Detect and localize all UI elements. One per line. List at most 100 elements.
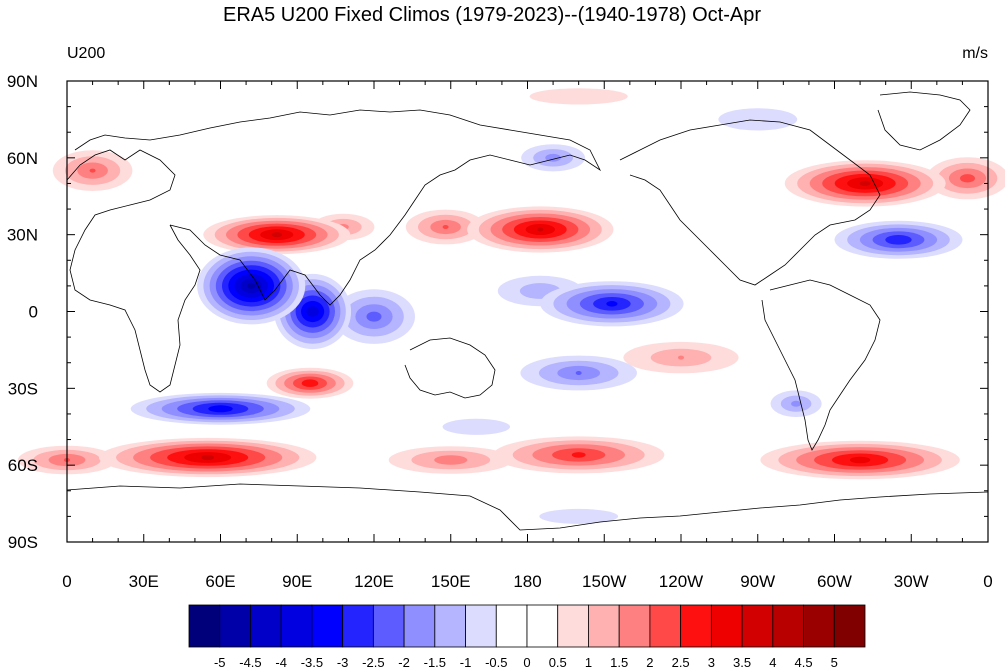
anomaly-shading bbox=[17, 88, 1005, 524]
anomaly-band bbox=[575, 371, 582, 375]
y-tick-label: 90N bbox=[7, 72, 38, 91]
x-tick-label: 60E bbox=[205, 572, 235, 591]
colorbar-swatch bbox=[311, 604, 344, 648]
colorbar-swatch bbox=[772, 604, 804, 648]
anomaly-band bbox=[442, 418, 510, 435]
coastline-south-america bbox=[761, 279, 881, 451]
colorbar-label: -1.5 bbox=[424, 655, 446, 670]
anomaly-band bbox=[366, 311, 382, 322]
colorbar-swatch bbox=[219, 604, 251, 648]
colorbar-label: -0.5 bbox=[485, 655, 507, 670]
colorbar-label: 4 bbox=[769, 655, 776, 670]
colorbar-label: 1.5 bbox=[610, 655, 628, 670]
anomaly-band bbox=[960, 174, 975, 183]
anomaly-band bbox=[201, 454, 215, 461]
colorbar-swatch bbox=[250, 604, 282, 648]
colorbar-label: 2 bbox=[646, 655, 653, 670]
colorbar-swatch bbox=[342, 604, 374, 648]
axis-ticks bbox=[66, 80, 989, 543]
plot-title: ERA5 U200 Fixed Climos (1979-2023)--(194… bbox=[223, 4, 761, 26]
anomaly-band bbox=[539, 508, 619, 524]
colorbar-label: 3 bbox=[708, 655, 715, 670]
coastline-africa-europe bbox=[66, 149, 201, 393]
colorbar-swatch bbox=[588, 604, 620, 648]
x-tick-label: 30W bbox=[894, 572, 929, 591]
anomaly-band bbox=[434, 455, 468, 465]
x-tick-label: 90E bbox=[282, 572, 312, 591]
anomaly-band bbox=[571, 452, 586, 458]
colorbar-swatch bbox=[495, 604, 528, 648]
colorbar-label: 0 bbox=[523, 655, 530, 670]
colorbar-swatch bbox=[741, 604, 774, 648]
anomaly-band bbox=[208, 405, 233, 413]
colorbar-swatch bbox=[710, 604, 743, 648]
colorbar-label: -1 bbox=[460, 655, 472, 670]
colorbar-label: 0.5 bbox=[549, 655, 567, 670]
x-tick-label: 120W bbox=[659, 572, 703, 591]
colorbar-swatch bbox=[465, 604, 497, 648]
colorbar-label: 4.5 bbox=[795, 655, 813, 670]
anomaly-band bbox=[606, 301, 618, 307]
coastlines bbox=[66, 91, 989, 531]
x-axis-labels: 0 30E 60E 90E 120E 150E 180 150W 120W 90W 60W 30W 0 bbox=[62, 572, 992, 591]
anomaly-band bbox=[545, 153, 561, 162]
anomaly-band bbox=[89, 168, 96, 173]
colorbar-swatch bbox=[803, 604, 835, 648]
x-tick-label: 150E bbox=[431, 572, 471, 591]
colorbar-label: 1 bbox=[585, 655, 592, 670]
y-tick-label: 90S bbox=[8, 533, 38, 552]
y-tick-label: 60S bbox=[8, 456, 38, 475]
colorbar-swatch bbox=[833, 604, 866, 648]
colorbar-label: 3.5 bbox=[733, 655, 751, 670]
anomaly-band bbox=[301, 379, 319, 388]
colorbar-swatch bbox=[557, 604, 589, 648]
anomaly-band bbox=[885, 235, 912, 245]
x-tick-label: 120E bbox=[354, 572, 394, 591]
map-panel: 0 30E 60E 90E 120E 150E 180 150W 120W 90W 60W 30W 0 … bbox=[7, 72, 1005, 591]
colorbar-label: -4.5 bbox=[239, 655, 261, 670]
colorbar-swatch bbox=[649, 604, 682, 648]
colorbar-label: -2 bbox=[398, 655, 410, 670]
anomaly-band bbox=[442, 225, 449, 229]
colorbar-label: -2.5 bbox=[362, 655, 384, 670]
anomaly-band bbox=[849, 456, 871, 464]
x-tick-label: 0 bbox=[62, 572, 71, 591]
y-tick-label: 0 bbox=[29, 303, 38, 322]
y-tick-label: 60N bbox=[7, 149, 38, 168]
y-axis-labels: 90N 60N 30N 0 30S 60S 90S bbox=[7, 72, 38, 552]
anomaly-band bbox=[529, 88, 628, 105]
x-tick-label: 90W bbox=[740, 572, 775, 591]
x-tick-label: 180 bbox=[513, 572, 541, 591]
colorbar-label: 2.5 bbox=[672, 655, 690, 670]
colorbar-swatch bbox=[280, 604, 313, 648]
colorbar-swatch bbox=[434, 604, 466, 648]
y-tick-label: 30N bbox=[7, 226, 38, 245]
colorbar-label: -3 bbox=[337, 655, 349, 670]
colorbar-swatch bbox=[188, 604, 221, 648]
colorbar-swatch bbox=[618, 604, 651, 648]
colorbar-swatch bbox=[680, 604, 712, 648]
colorbar-swatch bbox=[372, 604, 405, 648]
anomaly-band bbox=[718, 108, 798, 131]
colorbar-swatch bbox=[403, 604, 436, 648]
coastline-asia bbox=[74, 109, 602, 306]
y-tick-label: 30S bbox=[8, 379, 38, 398]
coastline-australia bbox=[404, 337, 496, 399]
x-tick-label: 60W bbox=[817, 572, 852, 591]
anomaly-band bbox=[791, 400, 802, 407]
coastline-north-america bbox=[619, 119, 881, 286]
colorbar: -5 -4.5 -4 -3.5 -3 -2.5 -2 -1.5 -1 -0.5 0 0.5 1 1.5 2 2… bbox=[188, 604, 866, 670]
coastline-greenland bbox=[877, 91, 971, 151]
colorbar-label: -4 bbox=[275, 655, 287, 670]
colorbar-swatch bbox=[526, 604, 559, 648]
anomaly-band bbox=[678, 355, 684, 360]
colorbar-label: -3.5 bbox=[301, 655, 323, 670]
x-tick-label: 0 bbox=[983, 572, 992, 591]
x-tick-label: 30E bbox=[129, 572, 159, 591]
anomaly-band bbox=[247, 283, 256, 289]
colorbar-label: 5 bbox=[831, 655, 838, 670]
x-tick-label: 150W bbox=[582, 572, 626, 591]
anomaly-band bbox=[537, 227, 544, 232]
coastline-antarctica bbox=[66, 483, 989, 531]
